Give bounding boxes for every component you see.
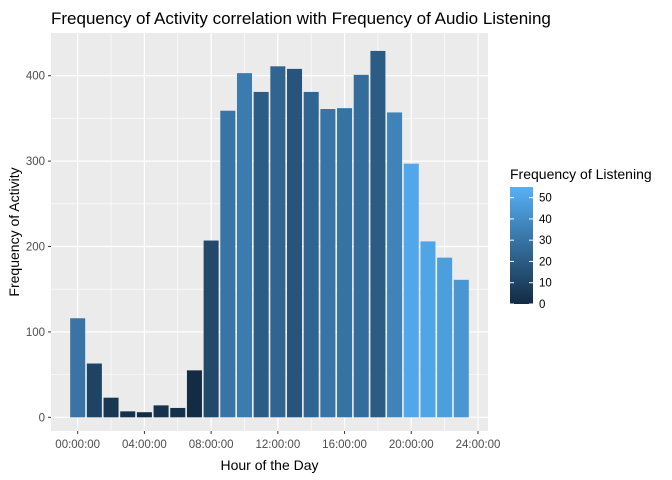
bar: [170, 407, 186, 418]
bar: [203, 240, 219, 418]
bar: [353, 74, 369, 418]
bar: [220, 110, 236, 418]
legend-tick-label: 0: [539, 299, 545, 311]
chart-title: Frequency of Activity correlation with F…: [51, 9, 551, 28]
y-axis: 0 100 200 300 400: [26, 71, 51, 424]
bar: [420, 241, 436, 418]
bar: [253, 91, 269, 418]
x-tick-label: 12:00:00: [255, 439, 300, 451]
legend-colorbar: [510, 187, 533, 304]
x-tick-label: 24:00:00: [456, 439, 501, 451]
bar: [153, 405, 169, 418]
bar: [136, 412, 152, 418]
legend-ticks: 0 10 20 30 40 50: [510, 193, 552, 311]
legend-tick-label: 40: [539, 214, 552, 226]
bars: [70, 50, 469, 418]
x-tick-label: 16:00:00: [322, 439, 367, 451]
bar: [370, 50, 386, 418]
x-tick-label: 08:00:00: [189, 439, 234, 451]
bar: [236, 73, 252, 418]
legend-tick-label: 50: [539, 193, 552, 205]
x-axis: 00:00:00 04:00:00 08:00:00 12:00:00 16:00:00…: [55, 431, 500, 451]
legend-tick-label: 20: [539, 256, 552, 268]
bar: [303, 91, 319, 418]
bar: [320, 109, 336, 418]
bar: [387, 112, 403, 418]
y-axis-title: Frequency of Activity: [6, 167, 22, 296]
y-tick-label: 0: [39, 412, 45, 424]
y-tick-label: 200: [26, 242, 45, 254]
x-tick-label: 00:00:00: [55, 439, 100, 451]
x-axis-title: Hour of the Day: [220, 457, 318, 473]
bar: [70, 318, 86, 418]
bar: [287, 68, 303, 418]
y-tick-label: 100: [26, 327, 45, 339]
legend-title: Frequency of Listening: [510, 166, 652, 182]
bar: [453, 279, 469, 418]
bar: [103, 397, 119, 418]
bar: [270, 66, 286, 418]
bar: [120, 411, 136, 418]
legend-tick-label: 10: [539, 278, 552, 290]
x-tick-label: 04:00:00: [122, 439, 167, 451]
legend: Frequency of Listening 0 10 20 30 40 50: [510, 166, 652, 311]
x-tick-label: 20:00:00: [389, 439, 434, 451]
bar: [437, 257, 453, 418]
y-tick-label: 300: [26, 156, 45, 168]
bar: [337, 108, 353, 418]
y-tick-label: 400: [26, 71, 45, 83]
bar: [86, 363, 102, 418]
legend-tick-label: 30: [539, 235, 552, 247]
bar: [186, 370, 202, 418]
bar: [403, 163, 419, 418]
